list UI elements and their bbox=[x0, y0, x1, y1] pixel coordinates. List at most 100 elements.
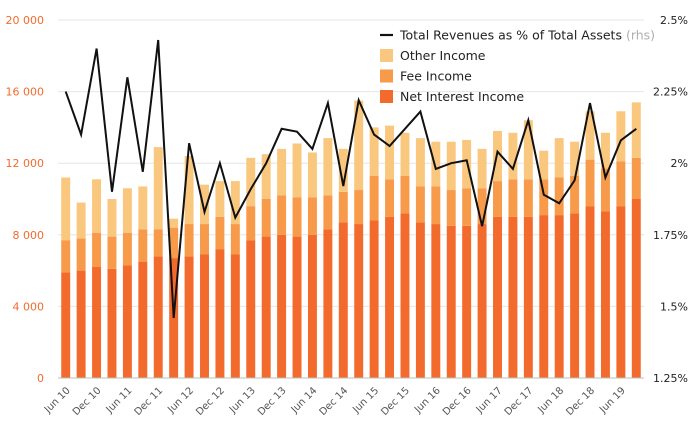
bar-nii-segment bbox=[61, 272, 71, 378]
bar-other-segment bbox=[292, 143, 302, 198]
bar-nii-segment bbox=[631, 199, 641, 378]
bar-other-segment bbox=[431, 141, 441, 187]
bar-other-segment bbox=[261, 154, 271, 199]
bar-nii-segment bbox=[153, 256, 163, 378]
bar-other-segment bbox=[385, 125, 395, 180]
bar-fee-segment bbox=[61, 240, 71, 273]
left-axis-tick-label: 16 000 bbox=[6, 86, 45, 99]
bar-fee-segment bbox=[138, 229, 148, 262]
bar-fee-segment bbox=[446, 190, 456, 226]
bar-fee-segment bbox=[76, 238, 86, 271]
bar-other-segment bbox=[523, 120, 533, 180]
left-axis-tick-label: 20 000 bbox=[6, 14, 45, 27]
bar-other-segment bbox=[307, 152, 317, 198]
x-axis-tick-label: Dec 14 bbox=[318, 385, 351, 418]
bar-fee-segment bbox=[292, 197, 302, 237]
bar-other-segment bbox=[554, 138, 564, 178]
bar-other-segment bbox=[631, 102, 641, 158]
bar-other-segment bbox=[184, 156, 194, 225]
x-axis-tick-label: Dec 15 bbox=[379, 385, 412, 418]
left-axis-ticks: 0 4 000 8 000 12 000 16 000 20 000 bbox=[6, 14, 45, 385]
bar-fee-segment bbox=[585, 159, 595, 207]
bar-nii-segment bbox=[107, 268, 117, 378]
legend: Total Revenues as % of Total Assets (rhs… bbox=[380, 28, 655, 104]
left-axis-tick-label: 8 000 bbox=[13, 229, 45, 242]
bar-nii-segment bbox=[122, 265, 132, 378]
bar-other-segment bbox=[600, 132, 610, 169]
x-axis-tick-label: Jun 16 bbox=[412, 385, 443, 416]
bar-fee-segment bbox=[554, 177, 564, 216]
bar-nii-segment bbox=[76, 270, 86, 378]
bar-other-segment bbox=[246, 157, 256, 207]
bar-nii-segment bbox=[415, 222, 425, 378]
bar-other-segment bbox=[508, 132, 518, 180]
bar-nii-segment bbox=[385, 216, 395, 378]
stacked-bars bbox=[61, 100, 641, 378]
bar-nii-segment bbox=[200, 254, 209, 378]
bar-other-segment bbox=[169, 218, 179, 228]
bar-nii-segment bbox=[184, 256, 194, 378]
bar-other-segment bbox=[446, 141, 456, 191]
bar-fee-segment bbox=[230, 224, 240, 255]
x-axis-tick-label: Jun 10 bbox=[42, 385, 73, 416]
bar-nii-segment bbox=[230, 254, 240, 378]
bar-nii-segment bbox=[277, 234, 287, 378]
bar-fee-segment bbox=[523, 179, 533, 217]
bar-nii-segment bbox=[369, 220, 379, 378]
bar-nii-segment bbox=[477, 224, 487, 378]
bar-nii-segment bbox=[462, 225, 472, 378]
bar-fee-segment bbox=[415, 186, 425, 223]
bar-fee-segment bbox=[508, 179, 518, 217]
bar-fee-segment bbox=[277, 195, 287, 235]
x-axis-tick-label: Jun 18 bbox=[535, 385, 566, 416]
bar-other-segment bbox=[354, 100, 364, 191]
right-axis-tick-label: 2.25% bbox=[653, 86, 688, 99]
bar-nii-segment bbox=[261, 236, 271, 378]
bar-nii-segment bbox=[169, 258, 179, 378]
legend-label-fee: Fee Income bbox=[400, 69, 472, 84]
bar-other-segment bbox=[616, 111, 626, 162]
bar-fee-segment bbox=[323, 195, 333, 230]
bar-fee-segment bbox=[246, 206, 256, 241]
bar-fee-segment bbox=[215, 216, 225, 250]
x-axis-tick-label: Dec 13 bbox=[256, 385, 289, 418]
bar-nii-segment bbox=[600, 211, 610, 378]
x-axis-tick-label: Dec 16 bbox=[441, 385, 474, 418]
bar-other-segment bbox=[107, 199, 117, 237]
bar-fee-segment bbox=[616, 161, 626, 207]
bar-nii-segment bbox=[570, 213, 580, 378]
bar-fee-segment bbox=[462, 188, 472, 226]
legend-swatch-fee bbox=[380, 69, 393, 83]
bar-fee-segment bbox=[122, 233, 132, 266]
bar-other-segment bbox=[338, 148, 348, 192]
x-axis-tick-label: Dec 10 bbox=[71, 385, 104, 418]
revenue-ratio-line-layer bbox=[64, 39, 637, 318]
bar-fee-segment bbox=[92, 233, 102, 268]
bar-other-segment bbox=[415, 138, 425, 187]
bar-nii-segment bbox=[292, 236, 302, 378]
bar-nii-segment bbox=[307, 234, 317, 378]
bar-fee-segment bbox=[354, 190, 364, 225]
right-axis-tick-label: 1.25% bbox=[653, 372, 688, 385]
bar-other-segment bbox=[230, 181, 240, 225]
x-axis-tick-label: Jun 15 bbox=[350, 385, 381, 416]
bar-nii-segment bbox=[338, 222, 348, 378]
bar-fee-segment bbox=[539, 179, 549, 216]
bar-other-segment bbox=[369, 127, 379, 176]
bar-fee-segment bbox=[369, 175, 379, 221]
bar-other-segment bbox=[585, 111, 595, 160]
bar-fee-segment bbox=[261, 199, 271, 237]
bar-fee-segment bbox=[107, 236, 117, 269]
bar-fee-segment bbox=[184, 224, 194, 257]
x-axis-tick-label: Dec 11 bbox=[133, 385, 166, 418]
bar-other-segment bbox=[153, 147, 163, 230]
bar-other-segment bbox=[76, 202, 86, 239]
bar-nii-segment bbox=[138, 261, 148, 378]
legend-label-line: Total Revenues as % of Total Assets (rhs… bbox=[399, 28, 655, 43]
bar-nii-segment bbox=[446, 225, 456, 378]
bar-other-segment bbox=[122, 188, 132, 234]
bar-nii-segment bbox=[508, 216, 518, 378]
bar-other-segment bbox=[477, 148, 487, 189]
x-axis-tick-label: Jun 19 bbox=[597, 385, 628, 416]
